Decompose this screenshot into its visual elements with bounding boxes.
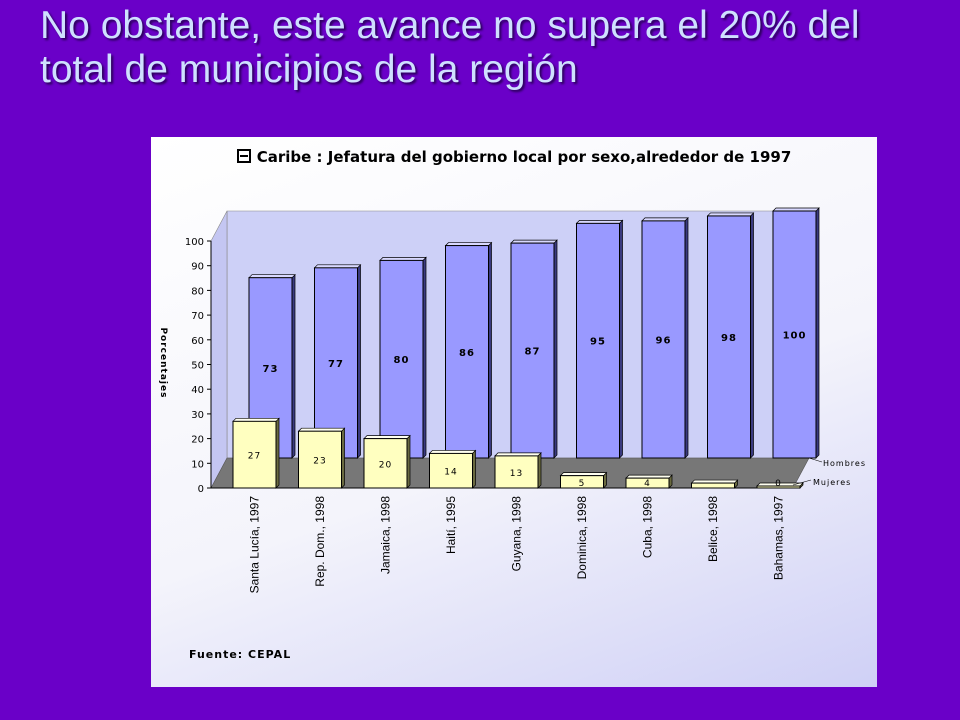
legend-label-hombres: Hombres <box>823 459 866 468</box>
bar-mujeres <box>691 482 735 489</box>
data-label-hombres: 96 <box>656 335 672 346</box>
x-tick-label: Belice, 1998 <box>706 496 720 562</box>
data-label-hombres: 98 <box>721 333 737 344</box>
data-label-hombres: 95 <box>590 337 606 348</box>
bar-mujeres <box>298 430 342 489</box>
data-label-mujeres: 20 <box>379 460 392 470</box>
chart-panel: Caribe : Jefatura del gobierno local por… <box>151 137 877 687</box>
collapse-box-icon <box>236 149 251 163</box>
bar-hombres <box>772 210 817 459</box>
bar-mujeres <box>494 455 539 489</box>
y-tick-label: 80 <box>191 286 204 297</box>
y-tick-label: 10 <box>191 459 204 470</box>
x-tick-label: Haití, 1995 <box>444 496 458 554</box>
x-tick-label: Dominica, 1998 <box>575 496 589 580</box>
chart-title-text: Caribe : Jefatura del gobierno local por… <box>256 148 792 166</box>
data-label-hombres: 73 <box>263 364 279 375</box>
chart-side-wall <box>210 210 228 489</box>
y-axis-label: Porcentajes <box>158 327 168 398</box>
legend-label-mujeres: Mujeres <box>813 478 851 487</box>
data-label-hombres: 77 <box>328 359 344 370</box>
y-tick-label: 30 <box>191 410 204 421</box>
bar-mujeres <box>232 420 277 489</box>
bar-hombres <box>576 222 620 459</box>
bar-hombres <box>510 242 555 459</box>
y-tick-label: 90 <box>191 262 204 273</box>
bar-hombres <box>707 215 751 459</box>
bar-mujeres <box>756 485 801 489</box>
chart-title: Caribe : Jefatura del gobierno local por… <box>151 143 877 177</box>
y-tick-label: 100 <box>185 237 204 248</box>
x-tick-label: Jamaica, 1998 <box>379 496 393 574</box>
y-tick-label: 70 <box>191 311 204 322</box>
y-tick-label: 60 <box>191 336 204 347</box>
y-tick-label: 50 <box>191 361 204 372</box>
data-label-mujeres: 5 <box>579 479 586 489</box>
bar-mujeres <box>363 438 408 489</box>
data-label-mujeres: 23 <box>313 457 326 467</box>
bar-hombres <box>641 220 686 459</box>
legend-leader-mujeres <box>792 479 812 486</box>
slide-title: No obstante, este avance no supera el 20… <box>40 4 860 91</box>
data-label-hombres: 80 <box>394 355 410 366</box>
data-label-mujeres: 4 <box>644 479 651 489</box>
bar-hombres <box>445 245 489 459</box>
y-tick-label: 20 <box>191 435 204 446</box>
x-tick-label: Cuba, 1998 <box>641 496 655 558</box>
bar-mujeres <box>560 475 604 489</box>
bar-hombres <box>379 259 424 459</box>
data-label-hombres: 87 <box>525 347 541 358</box>
x-tick-label: Rep. Dom., 1998 <box>313 496 327 587</box>
data-label-hombres: 100 <box>783 331 807 342</box>
x-tick-label: Bahamas, 1997 <box>772 496 786 580</box>
chart-source: Fuente: CEPAL <box>189 648 292 661</box>
bar-mujeres <box>625 477 670 489</box>
data-label-hombres: 86 <box>459 348 475 359</box>
data-label-mujeres: 14 <box>444 468 457 478</box>
data-label-mujeres: 27 <box>248 452 261 462</box>
data-label-mujeres: 0 <box>775 479 782 489</box>
x-tick-label: Santa Lucía, 1997 <box>248 496 262 594</box>
y-tick-label: 0 <box>198 484 204 495</box>
y-tick-label: 40 <box>191 385 204 396</box>
x-tick-label: Guyana, 1998 <box>510 496 524 572</box>
data-label-mujeres: 13 <box>510 469 523 479</box>
bar-mujeres <box>429 452 473 489</box>
legend-leader-hombres <box>808 457 823 463</box>
